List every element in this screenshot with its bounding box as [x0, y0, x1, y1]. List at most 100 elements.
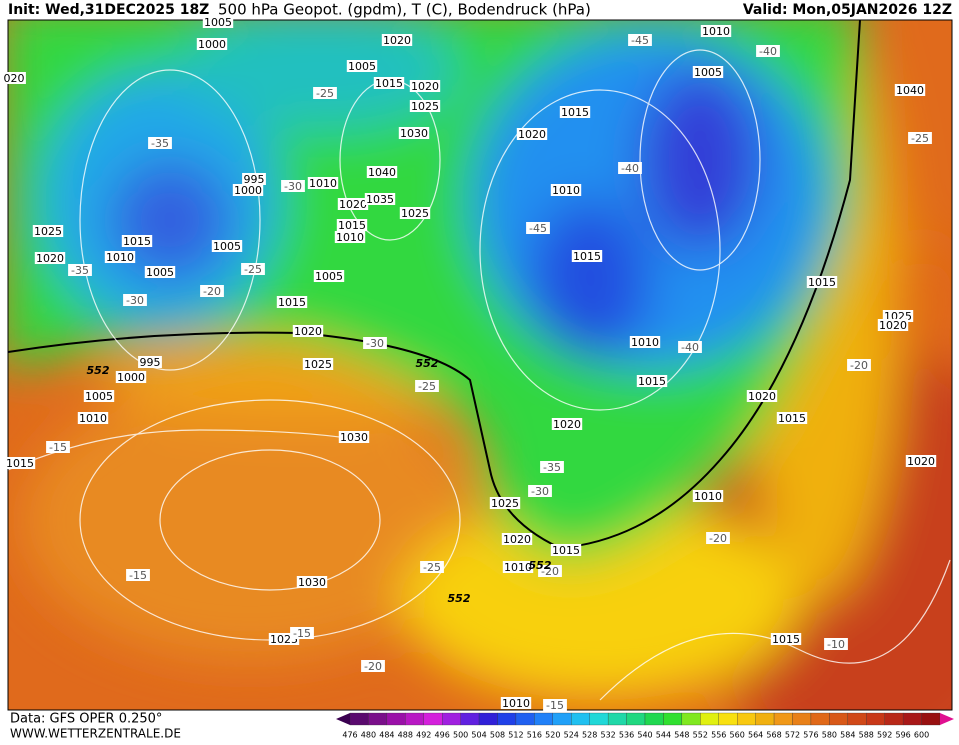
isobar-label: 1025 [411, 100, 439, 113]
isobar-label: 1040 [896, 84, 924, 97]
temperature-label-box [528, 485, 552, 497]
isobar-label: 1020 [383, 34, 411, 47]
isobar-label: 1030 [400, 127, 428, 140]
colorbar-label: 544 [656, 731, 671, 740]
isobar-label-box [550, 544, 582, 556]
isobar-label-box [905, 455, 937, 467]
isobar-label-box [366, 166, 398, 178]
isobar-label: 1010 [79, 412, 107, 425]
temperature-label: -25 [423, 561, 441, 574]
isobar-label-box [516, 128, 548, 140]
isobar-label: 1000 [234, 184, 262, 197]
colorbar-swatch [810, 712, 830, 726]
isobar-label: 1015 [123, 235, 151, 248]
temperature-label: -30 [126, 294, 144, 307]
isobar-label: 1000 [198, 38, 226, 51]
isobar-label-box [292, 325, 324, 337]
isobar-label-box [373, 77, 405, 89]
temperature-label-box [908, 132, 932, 144]
isobar-label-box [381, 34, 413, 46]
isobar-label: 1015 [552, 544, 580, 557]
temperature-label-box [706, 532, 730, 544]
isobar-label: 1010 [336, 231, 364, 244]
isobar-label: 1020 [503, 533, 531, 546]
isobar-label: 1005 [315, 270, 343, 283]
isobar-label-box [2, 72, 26, 84]
isobar-label: 1005 [348, 60, 376, 73]
colorbar-label: 504 [471, 731, 486, 740]
isobar-label: 1005 [213, 240, 241, 253]
colorbar-label: 476 [342, 731, 357, 740]
isobar-label-box [636, 375, 668, 387]
isobar-label-box [138, 356, 162, 368]
colorbar-swatch [737, 712, 756, 726]
isobar-label-box [196, 38, 228, 50]
isobar-label-box [629, 336, 661, 348]
isobar-label-box [500, 697, 532, 709]
isobar-label: 1025 [304, 358, 332, 371]
isobar-label: 1025 [34, 225, 62, 238]
colorbar-swatch [349, 712, 369, 726]
isobar-label-box [489, 497, 521, 509]
temperature-label: -35 [543, 461, 561, 474]
temperature-label: -15 [49, 441, 67, 454]
isobar-label-box [202, 16, 234, 28]
isobar-label-box [32, 225, 64, 237]
colorbar-swatch [626, 712, 646, 726]
isobar-label-box [336, 219, 368, 231]
colorbar-label: 540 [637, 731, 652, 740]
map-title: 500 hPa Geopot. (gpdm), T (C), Bodendruc… [218, 1, 591, 19]
temperature-label-box [415, 380, 439, 392]
temperature-label-box [361, 660, 385, 672]
colorbar-label: 480 [361, 731, 376, 740]
colorbar-label: 508 [490, 731, 505, 740]
isobar-label-box [877, 319, 909, 331]
isobar-label: 1020 [339, 198, 367, 211]
isobar-label: 1005 [694, 66, 722, 79]
temperature-label: -20 [541, 565, 559, 578]
temperature-label-box [628, 34, 652, 46]
isobar-label-box [551, 418, 583, 430]
colorbar-label: 584 [840, 731, 855, 740]
colorbar-label: 564 [748, 731, 763, 740]
isobar-label: 1025 [491, 497, 519, 510]
temperature-label-box [290, 627, 314, 639]
isobar-label: 1020 [748, 390, 776, 403]
temperature-label-box [543, 699, 567, 711]
isobar-label: 1020 [518, 128, 546, 141]
isobar-label-box [571, 250, 603, 262]
colorbar-swatch [718, 712, 738, 726]
isobar-label: 1030 [298, 576, 326, 589]
isobar-label: 1010 [502, 697, 530, 710]
colorbar-label: 536 [619, 731, 634, 740]
colorbar-swatch [792, 712, 812, 726]
temperature-label: -20 [850, 359, 868, 372]
temperature-label-box [313, 87, 337, 99]
temperature-label-box [618, 162, 642, 174]
isobar-label: 1005 [146, 266, 174, 279]
colorbar-label: 580 [822, 731, 837, 740]
isobar-label-box [121, 235, 153, 247]
isobar-label: 1040 [368, 166, 396, 179]
colorbar-swatch [386, 712, 406, 726]
temperature-label: -15 [293, 627, 311, 640]
isobar-label-box [559, 106, 591, 118]
temperature-label-box [241, 263, 265, 275]
isobar-label: 1020 [294, 325, 322, 338]
isobar-label: 1010 [552, 184, 580, 197]
isobar-label-box [501, 533, 533, 545]
isobar-label-box [242, 173, 266, 185]
isobar-label: 1015 [573, 250, 601, 263]
isobar-label: 1015 [772, 633, 800, 646]
isobar-label: 1020 [553, 418, 581, 431]
isobar-label-box [409, 80, 441, 92]
isobar-label-box [302, 358, 334, 370]
colorbar-swatch [442, 712, 461, 726]
colorbar-arrow-right [940, 713, 954, 725]
isobar-label-box [313, 270, 345, 282]
temperature-label-box [123, 294, 147, 306]
temperature-label-box [756, 45, 780, 57]
isobar-label-box [34, 252, 66, 264]
isobar-label: 1015 [778, 412, 806, 425]
isobar-label: 1015 [375, 77, 403, 90]
